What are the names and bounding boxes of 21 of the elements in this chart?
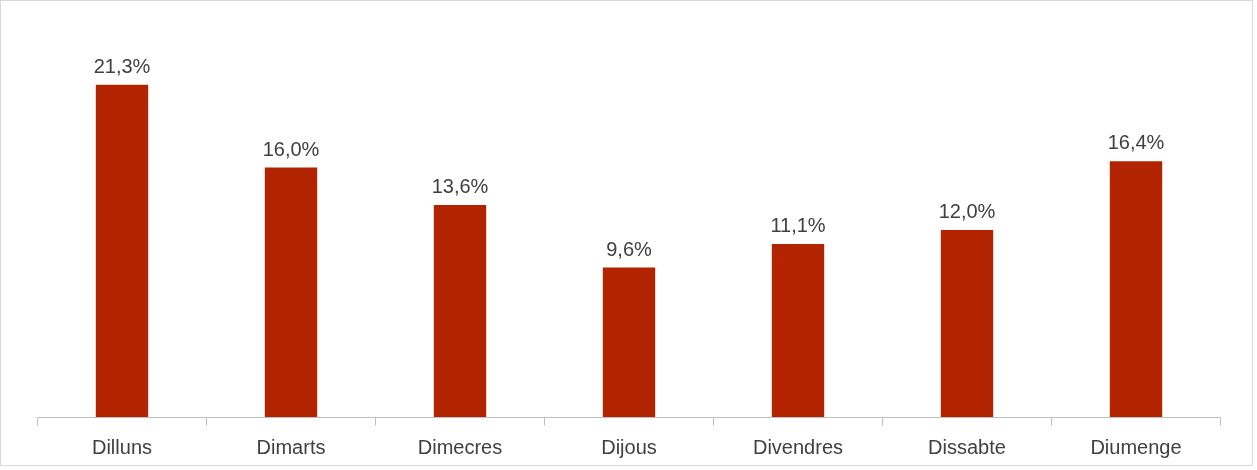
- data-label: 9,6%: [606, 237, 653, 260]
- x-tick-label: Dissabte: [928, 435, 1006, 458]
- x-tick-label: Diumenge: [1090, 435, 1182, 458]
- x-tick-label: Dimecres: [417, 435, 503, 458]
- bar: [433, 205, 487, 418]
- bar: [940, 230, 994, 418]
- x-tick-label: Dijous: [601, 435, 657, 458]
- bar: [264, 167, 318, 418]
- bar: [602, 267, 656, 418]
- x-tick-label: Dilluns: [91, 435, 153, 458]
- bar: [95, 84, 149, 418]
- data-label: 13,6%: [431, 175, 489, 198]
- x-tick-label: Dimarts: [256, 435, 326, 458]
- bar: [1109, 161, 1163, 418]
- data-label: 12,0%: [938, 200, 996, 223]
- data-label: 16,4%: [1107, 131, 1165, 154]
- data-label: 16,0%: [262, 137, 320, 160]
- bar: [771, 244, 825, 418]
- x-tick-label: Divendres: [752, 435, 844, 458]
- data-label: 11,1%: [770, 214, 826, 237]
- data-label: 21,3%: [93, 54, 151, 77]
